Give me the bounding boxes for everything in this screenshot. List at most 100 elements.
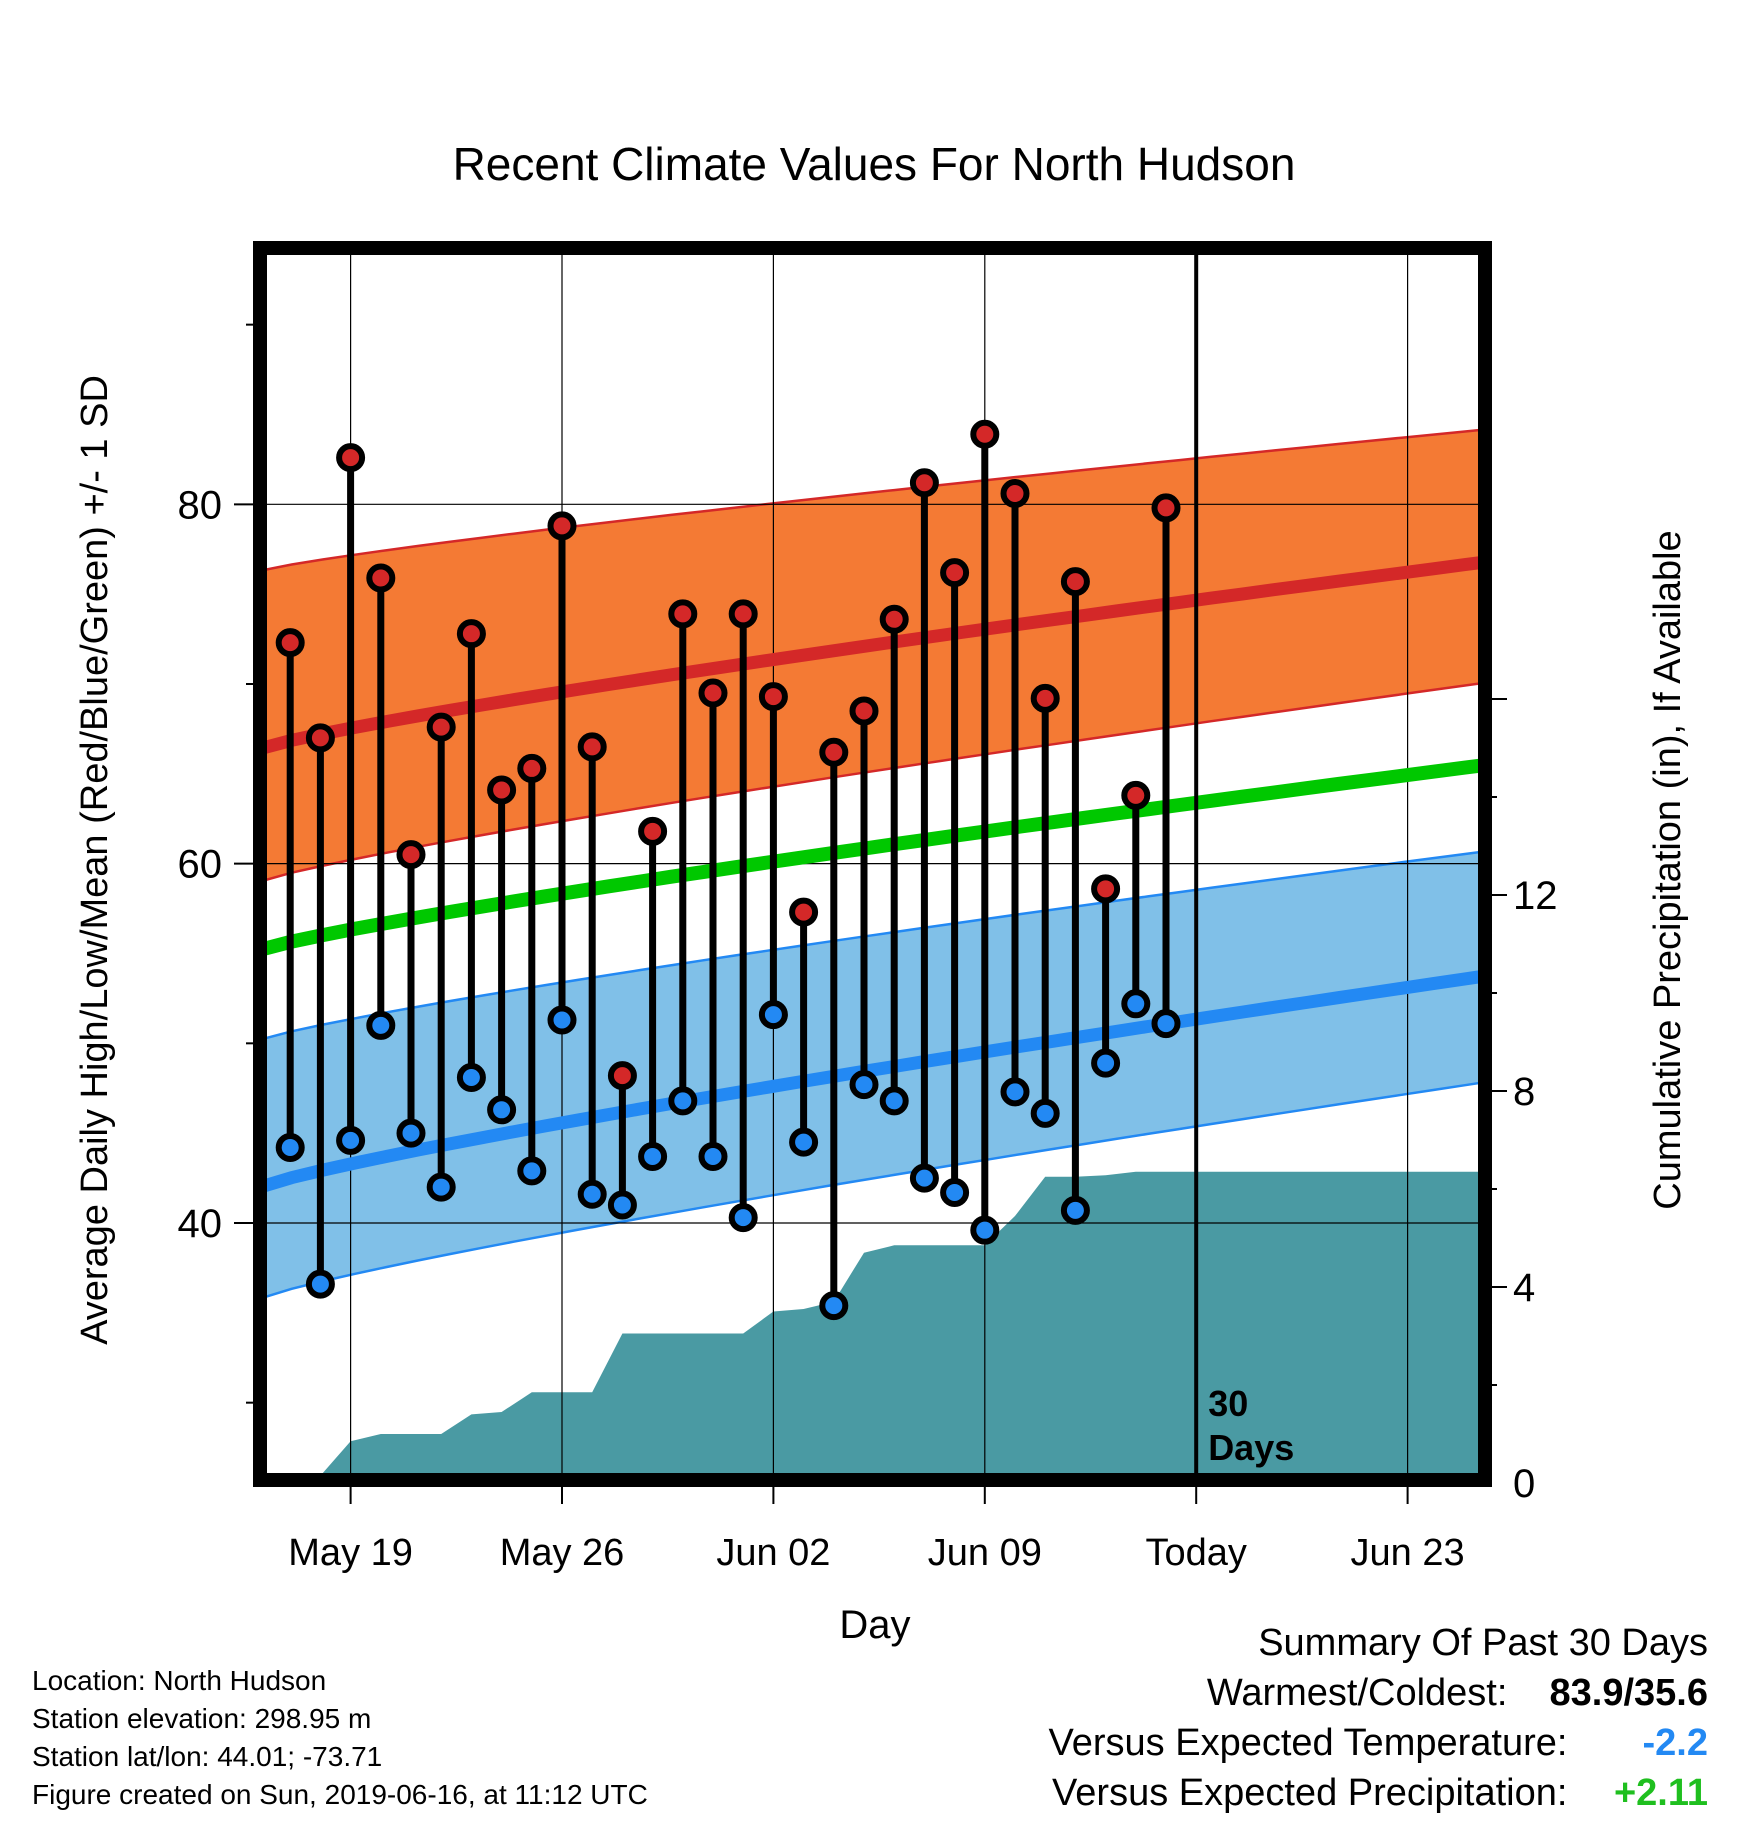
warm-cold-value: 83.9/35.6 xyxy=(1549,1672,1708,1714)
daily-high-marker xyxy=(396,840,426,870)
x-tick-label: Jun 02 xyxy=(716,1532,830,1574)
y-tick-label: 60 xyxy=(178,843,223,887)
daily-high-marker xyxy=(909,468,939,498)
daily-high-marker xyxy=(789,897,819,927)
created-text: Figure created on Sun, 2019-06-16, at 11… xyxy=(32,1779,648,1810)
today-days-label: 30 Days xyxy=(1208,1383,1294,1468)
daily-low-marker xyxy=(940,1177,970,1207)
daily-low-marker xyxy=(879,1086,909,1116)
daily-high-marker xyxy=(1000,479,1030,509)
daily-high-marker xyxy=(638,816,668,846)
location-text: Location: North Hudson xyxy=(32,1665,327,1696)
x-tick-label: May 19 xyxy=(288,1532,413,1574)
daily-low-marker xyxy=(487,1095,517,1125)
daily-low-marker xyxy=(849,1070,879,1100)
temp-label: Versus Expected Temperature: xyxy=(1048,1722,1568,1764)
daily-high-marker xyxy=(1151,493,1181,523)
daily-high-marker xyxy=(577,732,607,762)
daily-high-marker xyxy=(336,443,366,473)
daily-high-marker xyxy=(366,563,396,593)
daily-high-marker xyxy=(1060,567,1090,597)
daily-low-marker xyxy=(456,1062,486,1092)
daily-low-marker xyxy=(336,1125,366,1155)
plot-area: 30 Days xyxy=(260,248,1485,1480)
daily-low-marker xyxy=(305,1269,335,1299)
summary-panel: Summary Of Past 30 Days Warmest/Coldest:… xyxy=(1049,1618,1708,1818)
warm-cold-label: Warmest/Coldest: xyxy=(1206,1672,1508,1714)
daily-high-marker xyxy=(1030,683,1060,713)
chart-title: Recent Climate Values For North Hudson xyxy=(453,138,1296,190)
y2-axis-label: Cumulative Precipitation (in), If Availa… xyxy=(1647,530,1689,1209)
daily-high-marker xyxy=(758,682,788,712)
daily-low-marker xyxy=(1121,989,1151,1019)
daily-low-marker xyxy=(668,1086,698,1116)
daily-low-marker xyxy=(577,1179,607,1209)
precip-anomaly-value: +2.11 xyxy=(1613,1772,1708,1814)
daily-high-marker xyxy=(305,723,335,753)
daily-low-marker xyxy=(275,1133,305,1163)
daily-high-marker xyxy=(970,419,1000,449)
daily-low-marker xyxy=(1091,1048,1121,1078)
daily-low-marker xyxy=(547,1005,577,1035)
daily-low-marker xyxy=(366,1010,396,1040)
today-days-label-line: 30 xyxy=(1208,1383,1248,1424)
elevation-text: Station elevation: 298.95 m xyxy=(32,1703,372,1734)
daily-low-marker xyxy=(970,1215,1000,1245)
daily-high-marker xyxy=(426,712,456,742)
daily-low-marker xyxy=(1000,1077,1030,1107)
daily-low-marker xyxy=(1030,1098,1060,1128)
daily-low-marker xyxy=(909,1163,939,1193)
daily-high-marker xyxy=(819,737,849,767)
daily-high-marker xyxy=(879,604,909,634)
daily-high-marker xyxy=(1091,874,1121,904)
normal-high-band xyxy=(260,429,1485,882)
daily-high-marker xyxy=(698,678,728,708)
daily-high-marker xyxy=(547,511,577,541)
daily-high-marker xyxy=(940,558,970,588)
plot-content: 30 Days xyxy=(260,248,1485,1480)
daily-high-marker xyxy=(275,628,305,658)
y2-tick-label: 8 xyxy=(1513,1070,1535,1114)
x-axis-label: Day xyxy=(839,1603,910,1647)
y-axis-label: Average Daily High/Low/Mean (Red/Blue/Gr… xyxy=(74,375,116,1345)
daily-low-marker xyxy=(607,1190,637,1220)
daily-low-marker xyxy=(789,1127,819,1157)
daily-high-marker xyxy=(668,599,698,629)
y2-tick-label: 0 xyxy=(1513,1462,1535,1506)
temp-anomaly-value: -2.2 xyxy=(1642,1722,1708,1764)
daily-high-marker xyxy=(728,599,758,629)
precipitation-area xyxy=(260,1171,1485,1480)
daily-high-marker xyxy=(849,696,879,726)
latlon-text: Station lat/lon: 44.01; -73.71 xyxy=(32,1741,383,1772)
y2-tick-label: 12 xyxy=(1513,874,1558,918)
y-tick-label: 40 xyxy=(178,1202,223,1246)
daily-high-marker xyxy=(456,619,486,649)
daily-high-marker xyxy=(607,1061,637,1091)
summary-precip: Versus Expected Precipitation: +2.11 xyxy=(1049,1768,1708,1818)
station-info: Location: North Hudson Station elevation… xyxy=(32,1662,648,1814)
summary-title: Summary Of Past 30 Days xyxy=(1258,1622,1708,1664)
daily-low-marker xyxy=(426,1172,456,1202)
daily-low-marker xyxy=(758,1000,788,1030)
x-tick-label: May 26 xyxy=(500,1532,625,1574)
x-tick-label: Today xyxy=(1145,1532,1246,1574)
daily-low-marker xyxy=(728,1203,758,1233)
summary-temp: Versus Expected Temperature: -2.2 xyxy=(1049,1718,1708,1768)
daily-high-marker xyxy=(517,753,547,783)
normal-high-upper-line xyxy=(260,428,1485,573)
daily-low-marker xyxy=(1151,1009,1181,1039)
daily-low-marker xyxy=(396,1118,426,1148)
today-days-label-line: Days xyxy=(1208,1427,1294,1468)
daily-low-marker xyxy=(1060,1195,1090,1225)
daily-low-marker xyxy=(698,1142,728,1172)
normal-low-lower-line xyxy=(260,1080,1485,1300)
precip-label: Versus Expected Precipitation: xyxy=(1052,1772,1568,1814)
axes: 40 60 80 0 4 8 12 May 19 May 26 Jun 02 Jun 09 Today… xyxy=(178,241,1558,1574)
daily-high-marker xyxy=(487,775,517,805)
x-tick-label: Jun 09 xyxy=(928,1532,1042,1574)
x-tick-label: Jun 23 xyxy=(1351,1532,1465,1574)
daily-low-marker xyxy=(638,1142,668,1172)
y-tick-label: 80 xyxy=(178,483,223,527)
daily-low-marker xyxy=(517,1156,547,1186)
